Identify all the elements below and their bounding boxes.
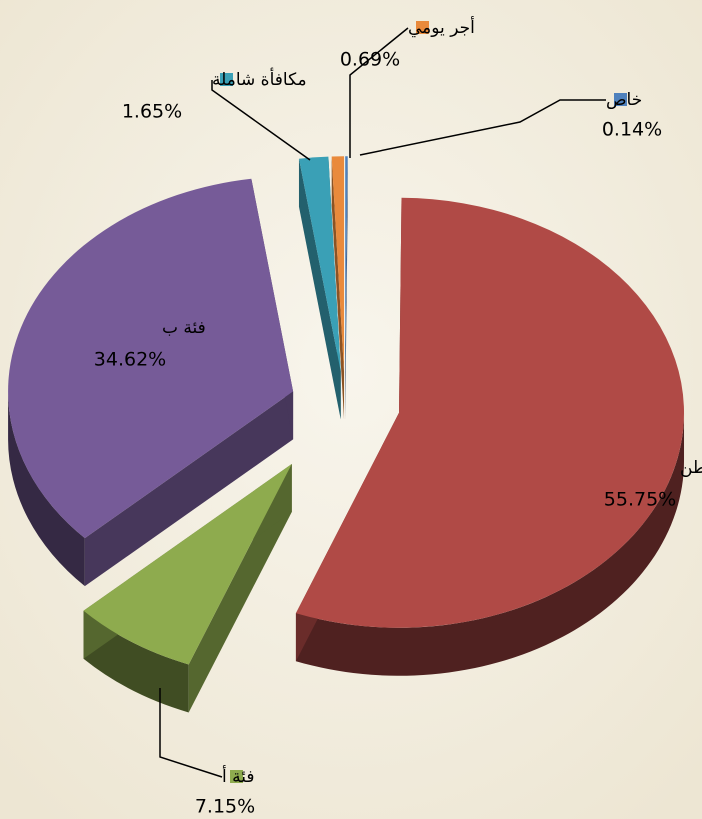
value-label: 34.62% <box>94 349 166 371</box>
leader-line <box>159 688 223 778</box>
slice-cut <box>345 156 348 420</box>
legend-key <box>220 73 233 86</box>
slice <box>298 156 341 372</box>
value-label: 7.15% <box>195 796 255 818</box>
slice-tops <box>8 156 685 665</box>
category-label: خاص <box>606 90 642 110</box>
value-label: 55.75% <box>604 489 676 511</box>
slice-side <box>8 391 85 587</box>
slice <box>345 156 348 372</box>
category-label: فئة ب <box>162 318 206 338</box>
category-label: فئة أ <box>222 765 255 787</box>
slice <box>8 178 294 539</box>
slice <box>331 156 345 372</box>
slice-cut <box>298 158 341 420</box>
legend-key <box>416 21 429 34</box>
value-label: 0.14% <box>602 119 662 141</box>
slice <box>295 197 685 628</box>
value-label: 0.69% <box>340 49 400 71</box>
slice <box>83 464 292 665</box>
value-label: 1.65% <box>122 101 182 123</box>
slice-side <box>295 412 685 676</box>
labels: خاص 0.14% مواطن55.75% فئة أ 7.15% فئة ب 34.62%… <box>94 16 702 818</box>
leader-line <box>359 99 606 156</box>
category-label: مكافأة شاملة <box>212 67 307 90</box>
category-label: مواطن <box>680 458 702 478</box>
category-label: أجر يومي <box>408 16 475 38</box>
slice-cut <box>84 391 294 587</box>
legend-key <box>230 770 243 783</box>
leader-line <box>349 27 409 158</box>
leader-line <box>211 80 311 161</box>
legend-key <box>614 93 627 106</box>
slice-cut <box>331 156 345 420</box>
